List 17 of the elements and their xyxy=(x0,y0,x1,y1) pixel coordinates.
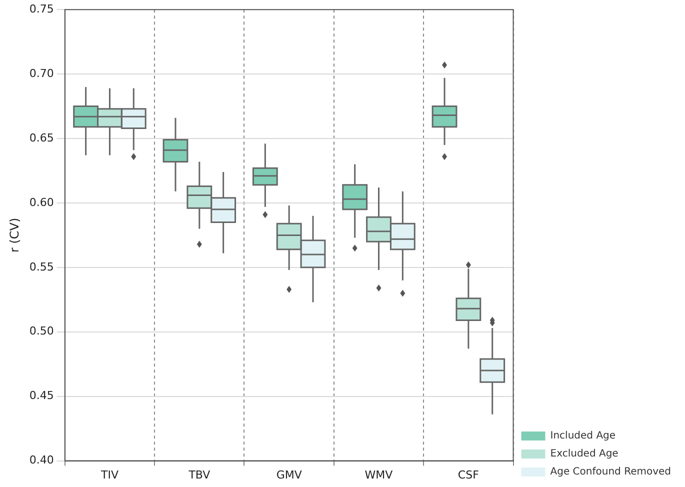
y-tick-label: 0.65 xyxy=(29,131,54,144)
y-tick-label: 0.55 xyxy=(29,260,54,274)
legend-label: Excluded Age xyxy=(550,448,618,460)
y-tick-label: 0.70 xyxy=(29,66,54,80)
y-tick-label: 0.75 xyxy=(29,2,54,16)
x-tick-label: TBV xyxy=(188,468,211,482)
y-tick-label: 0.45 xyxy=(29,389,54,402)
legend-label: Included Age xyxy=(550,430,616,442)
x-tick-label: CSF xyxy=(458,468,479,482)
y-tick-label: 0.50 xyxy=(29,324,54,338)
x-tick-label: GMV xyxy=(276,468,302,482)
y-axis-title: r (CV) xyxy=(7,218,22,253)
y-tick-label: 0.60 xyxy=(29,196,54,209)
x-tick-label: WMV xyxy=(364,468,394,482)
y-tick-label: 0.40 xyxy=(29,454,54,467)
x-tick-label: TIV xyxy=(100,468,119,482)
legend-label: Age Confound Removed xyxy=(550,466,672,478)
